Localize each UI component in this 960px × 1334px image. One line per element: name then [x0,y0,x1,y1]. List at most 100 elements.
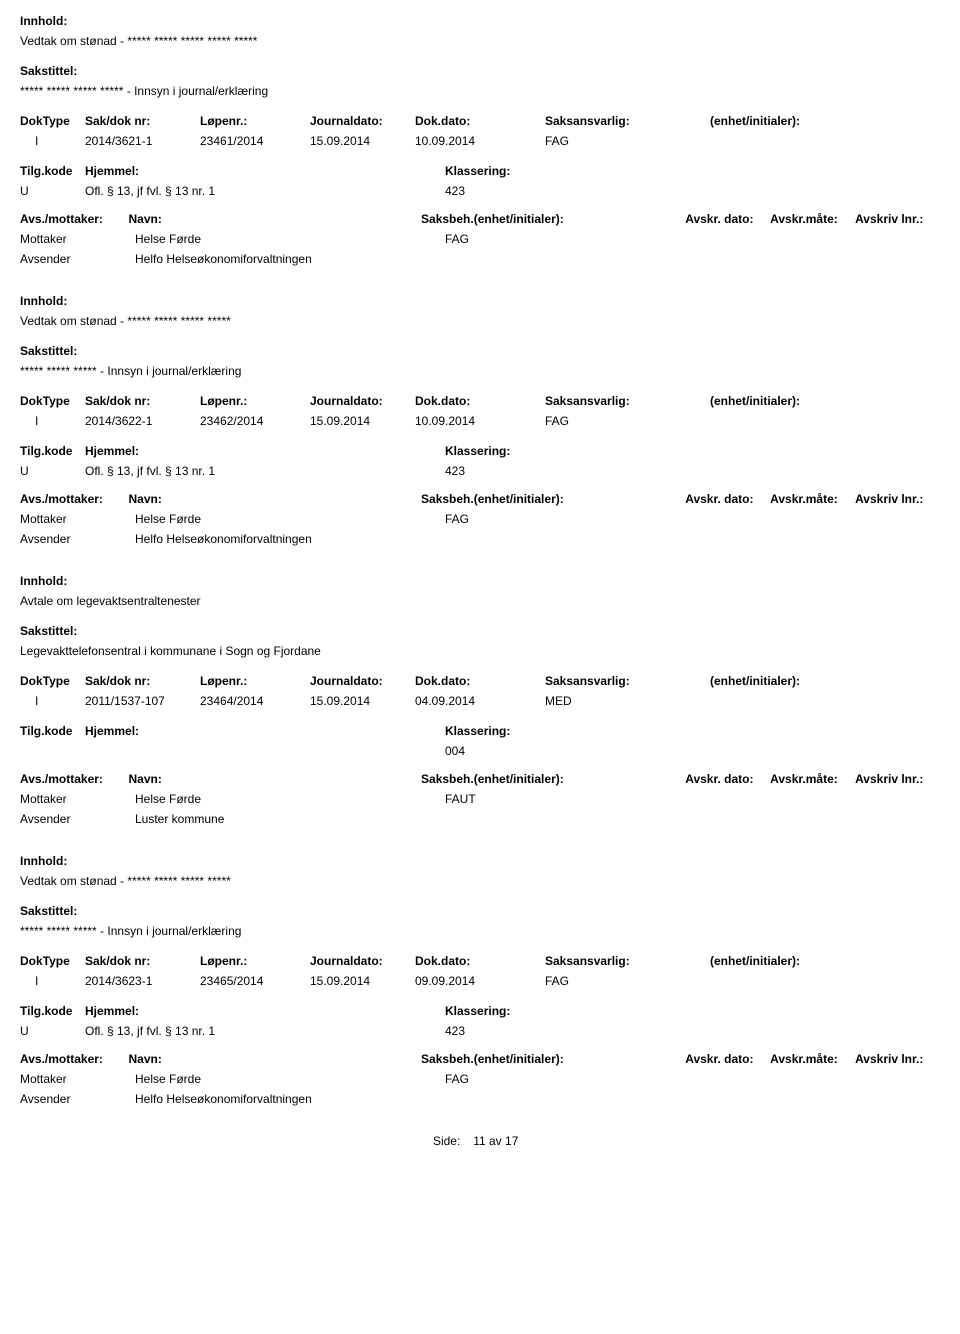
hdr-avskrmate: Avskr.måte: [770,772,855,786]
sakstittel-label: Sakstittel: [20,624,940,638]
party-name: Helse Førde [135,1072,445,1086]
page-footer: Side: 11 av 17 [20,1134,940,1148]
hdr-avskrdato: Avskr. dato: [685,492,770,506]
hdr-dokdato: Dok.dato: [415,954,545,968]
val-sakdok: 2014/3622-1 [85,414,200,428]
party-row: Avsender Helfo Helseøkonomiforvaltningen [20,252,940,266]
party-row: Avsender Helfo Helseøkonomiforvaltningen [20,532,940,546]
meta-values: I 2014/3623-1 23465/2014 15.09.2014 09.0… [20,974,940,988]
hdr-navn: Navn: [129,212,422,226]
party-row: Mottaker Helse Førde FAG [20,232,940,246]
hdr-tilgkode: Tilg.kode [20,164,85,178]
val-doktype: I [20,134,85,148]
hdr-enhet: (enhet/initialer): [710,954,890,968]
party-row: Avsender Helfo Helseøkonomiforvaltningen [20,1092,940,1106]
val-saksansvarlig: MED [545,694,710,708]
journal-entry: Innhold: Avtale om legevaktsentraltenest… [20,574,940,826]
party-saksbeh [445,812,565,826]
hdr-enhet: (enhet/initialer): [710,114,890,128]
av-label: av [489,1134,502,1148]
val-journaldato: 15.09.2014 [310,134,415,148]
party-role: Avsender [20,252,135,266]
side-label: Side: [433,1134,460,1148]
party-role: Mottaker [20,1072,135,1086]
val-lopenr: 23465/2014 [200,974,310,988]
party-name: Helse Førde [135,792,445,806]
hdr-journaldato: Journaldato: [310,394,415,408]
party-saksbeh: FAG [445,512,565,526]
meta-headers: DokType Sak/dok nr: Løpenr.: Journaldato… [20,954,940,968]
hdr-journaldato: Journaldato: [310,954,415,968]
hdr-tilgkode: Tilg.kode [20,1004,85,1018]
party-row: Mottaker Helse Førde FAG [20,1072,940,1086]
journal-entry: Innhold: Vedtak om stønad - ***** ***** … [20,14,940,266]
val-tilgkode: U [20,464,85,478]
avs-headers: Avs./mottaker: Navn: Saksbeh.(enhet/init… [20,492,940,506]
hdr-saksansvarlig: Saksansvarlig: [545,394,710,408]
hdr-hjemmel: Hjemmel: [85,444,445,458]
innhold-text: Vedtak om stønad - ***** ***** ***** ***… [20,874,940,888]
party-saksbeh [445,532,565,546]
hdr-klassering: Klassering: [445,164,645,178]
hdr-journaldato: Journaldato: [310,674,415,688]
meta-headers: DokType Sak/dok nr: Løpenr.: Journaldato… [20,674,940,688]
tilg-values: U Ofl. § 13, jf fvl. § 13 nr. 1 423 [20,464,940,478]
hdr-avsmottaker: Avs./mottaker: [20,492,129,506]
hdr-avskrivlnr: Avskriv lnr.: [855,1052,940,1066]
journal-entry: Innhold: Vedtak om stønad - ***** ***** … [20,294,940,546]
sakstittel-label: Sakstittel: [20,904,940,918]
avs-headers: Avs./mottaker: Navn: Saksbeh.(enhet/init… [20,1052,940,1066]
hdr-sakdok: Sak/dok nr: [85,954,200,968]
party-name: Helse Førde [135,232,445,246]
val-enhet [710,134,890,148]
hdr-navn: Navn: [129,1052,422,1066]
hdr-doktype: DokType [20,674,85,688]
hdr-avskrivlnr: Avskriv lnr.: [855,212,940,226]
party-row: Mottaker Helse Førde FAG [20,512,940,526]
hdr-saksansvarlig: Saksansvarlig: [545,674,710,688]
entries-container: Innhold: Vedtak om stønad - ***** ***** … [20,14,940,1106]
tilg-headers: Tilg.kode Hjemmel: Klassering: [20,1004,940,1018]
val-dokdato: 04.09.2014 [415,694,545,708]
val-journaldato: 15.09.2014 [310,694,415,708]
hdr-avskrmate: Avskr.måte: [770,212,855,226]
meta-values: I 2014/3621-1 23461/2014 15.09.2014 10.0… [20,134,940,148]
val-lopenr: 23462/2014 [200,414,310,428]
party-role: Avsender [20,1092,135,1106]
page-current: 11 [464,1134,486,1148]
sakstittel-text: Legevakttelefonsentral i kommunane i Sog… [20,644,940,658]
hdr-sakdok: Sak/dok nr: [85,394,200,408]
hdr-journaldato: Journaldato: [310,114,415,128]
val-dokdato: 10.09.2014 [415,134,545,148]
hdr-avskrdato: Avskr. dato: [685,1052,770,1066]
party-role: Mottaker [20,232,135,246]
val-hjemmel: Ofl. § 13, jf fvl. § 13 nr. 1 [85,184,445,198]
page-total: 17 [505,1134,527,1148]
party-saksbeh: FAG [445,232,565,246]
hdr-sakdok: Sak/dok nr: [85,114,200,128]
val-hjemmel: Ofl. § 13, jf fvl. § 13 nr. 1 [85,464,445,478]
hdr-lopenr: Løpenr.: [200,954,310,968]
hdr-enhet: (enhet/initialer): [710,394,890,408]
hdr-avskrdato: Avskr. dato: [685,212,770,226]
val-sakdok: 2014/3623-1 [85,974,200,988]
sakstittel-label: Sakstittel: [20,64,940,78]
hdr-avskrmate: Avskr.måte: [770,492,855,506]
hdr-saksbeh: Saksbeh.(enhet/initialer): [421,1052,685,1066]
val-saksansvarlig: FAG [545,974,710,988]
hdr-avskrmate: Avskr.måte: [770,1052,855,1066]
party-name: Helfo Helseøkonomiforvaltningen [135,1092,445,1106]
val-enhet [710,694,890,708]
tilg-headers: Tilg.kode Hjemmel: Klassering: [20,164,940,178]
val-tilgkode: U [20,184,85,198]
tilg-values: U Ofl. § 13, jf fvl. § 13 nr. 1 423 [20,1024,940,1038]
innhold-label: Innhold: [20,294,940,308]
hdr-navn: Navn: [129,492,422,506]
journal-entry: Innhold: Vedtak om stønad - ***** ***** … [20,854,940,1106]
hdr-hjemmel: Hjemmel: [85,164,445,178]
hdr-hjemmel: Hjemmel: [85,1004,445,1018]
hdr-lopenr: Løpenr.: [200,114,310,128]
meta-values: I 2011/1537-107 23464/2014 15.09.2014 04… [20,694,940,708]
meta-values: I 2014/3622-1 23462/2014 15.09.2014 10.0… [20,414,940,428]
hdr-doktype: DokType [20,954,85,968]
